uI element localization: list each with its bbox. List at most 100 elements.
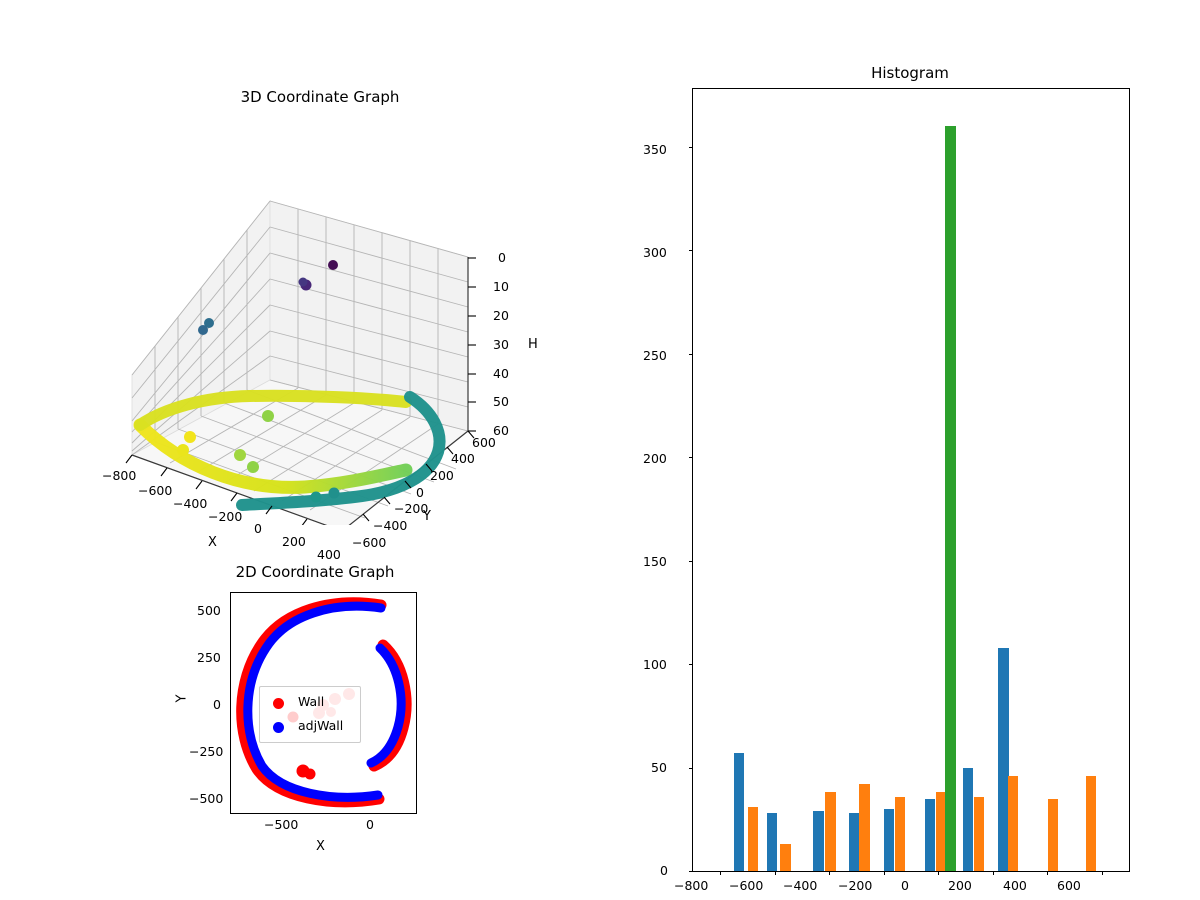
grid-back-right xyxy=(269,200,469,424)
plot-3d-title: 3D Coordinate Graph xyxy=(240,88,400,106)
hist-ytick-label-5: 250 xyxy=(643,348,667,363)
hist-ytick-7 xyxy=(689,146,693,149)
hist-xtick-label-3: −200 xyxy=(838,878,873,893)
histogram-bar xyxy=(884,808,895,871)
ytick-label-0: −600 xyxy=(352,535,387,550)
plot-2d-ytick-label-0: 500 xyxy=(197,603,221,618)
histogram-bar xyxy=(747,806,759,871)
ztick-label-0: 0 xyxy=(498,250,506,265)
histogram-bar xyxy=(766,813,778,871)
scatter-adjwall-ring xyxy=(243,601,386,802)
histogram-bar xyxy=(973,796,985,871)
scatter-3d-low-h xyxy=(133,389,413,494)
hist-ytick-5 xyxy=(689,353,693,355)
plot-3d-canvas xyxy=(125,199,476,525)
hist-xtick-label-0: −800 xyxy=(674,878,709,893)
histogram-bar xyxy=(963,767,974,871)
hist-xtick-label-7: 600 xyxy=(1057,878,1081,893)
ytick-label-2: −200 xyxy=(394,501,429,516)
hist-ytick-label-6: 300 xyxy=(643,245,667,260)
histogram-bar xyxy=(1085,775,1097,871)
plot-2d-ytick-4 xyxy=(230,799,231,800)
ztick-label-3: 30 xyxy=(493,337,509,352)
legend-entry-adjwall: adjWall xyxy=(260,716,360,738)
ytick-label-3: 0 xyxy=(416,485,424,500)
plot-2d-ytick-0 xyxy=(230,611,231,612)
plot-2d-xtick-label-1: 0 xyxy=(366,817,374,832)
legend-label-adjwall: adjWall xyxy=(298,718,344,733)
histogram-bar xyxy=(945,126,956,871)
histogram-bar xyxy=(924,798,936,871)
histogram-bar xyxy=(894,796,906,871)
xaxis-title: X xyxy=(208,535,217,550)
xtick-label-1: −600 xyxy=(138,483,173,498)
plot-2d-ytick-label-3: −250 xyxy=(189,744,224,759)
scatter-3d-mid-h xyxy=(236,391,446,511)
hist-xtick-7 xyxy=(1101,871,1103,875)
legend-label-wall: Wall xyxy=(298,694,325,709)
hist-xtick-3 xyxy=(883,871,885,875)
histogram-bar xyxy=(813,811,824,871)
ytick-label-4: 200 xyxy=(430,468,454,483)
histogram-bar xyxy=(825,792,836,871)
hist-ytick-6 xyxy=(689,250,693,252)
hist-ytick-label-7: 350 xyxy=(643,142,667,157)
xtick-label-6: 400 xyxy=(317,547,341,562)
plot-2d-yaxis-title: Y xyxy=(174,694,190,703)
scatter-3d-outliers xyxy=(198,260,338,335)
hist-ytick-3 xyxy=(689,560,693,562)
plot-histogram: Histogram 0 50 100 150 200 250 300 350 −… xyxy=(643,60,1170,893)
hist-ytick-label-4: 200 xyxy=(643,451,667,466)
hist-xtick-1 xyxy=(774,871,776,875)
ztick-label-5: 50 xyxy=(493,394,509,409)
histogram-bar xyxy=(1047,798,1058,871)
hist-ytick-1 xyxy=(689,767,693,769)
hist-xtick-label-2: −400 xyxy=(783,878,818,893)
hist-xtick-label-6: 400 xyxy=(1003,878,1027,893)
histogram-bar xyxy=(1008,775,1019,871)
plot-2d-legend[interactable]: Wall adjWall xyxy=(259,686,361,743)
histogram-bar xyxy=(780,844,791,871)
ytick-label-1: −400 xyxy=(373,518,408,533)
plot-2d-ytick-label-1: 250 xyxy=(197,650,221,665)
legend-marker-wall xyxy=(273,698,284,709)
yaxis-ticks-3d xyxy=(362,430,475,522)
ztick-label-2: 20 xyxy=(493,308,509,323)
xtick-label-3: −200 xyxy=(208,509,243,524)
hist-ytick-label-0: 0 xyxy=(660,863,668,878)
histogram-bar xyxy=(935,792,947,871)
ytick-label-6: 600 xyxy=(472,435,496,450)
hist-xtick-5 xyxy=(992,871,994,875)
plot-3d-axes: 0 10 20 30 40 50 60 H −800 −600 −400 −20… xyxy=(102,125,590,562)
hist-ytick-0 xyxy=(689,871,693,873)
xaxis-ticks-3d xyxy=(125,454,308,525)
plot-2d-coordinate-graph: 2D Coordinate Graph xyxy=(174,555,460,865)
zaxis-title: H xyxy=(528,337,538,352)
plot-2d-xtick-1 xyxy=(371,813,372,814)
histogram-bar xyxy=(848,813,859,871)
histogram-title: Histogram xyxy=(871,64,949,82)
histogram-bar xyxy=(859,784,870,871)
plot-2d-xtick-0 xyxy=(285,813,286,814)
hist-ytick-label-2: 100 xyxy=(643,657,667,672)
plot-2d-title: 2D Coordinate Graph xyxy=(235,563,395,581)
hist-xtick-4 xyxy=(938,871,940,875)
hist-xtick-0 xyxy=(720,871,722,875)
plot-2d-ytick-label-4: −500 xyxy=(189,791,224,806)
legend-entry-wall: Wall xyxy=(260,692,360,714)
histogram-bar xyxy=(998,647,1009,871)
plot-3d-coordinate-graph: 3D Coordinate Graph xyxy=(102,70,590,562)
plot-2d-canvas xyxy=(236,597,412,808)
plot-2d-ytick-1 xyxy=(230,658,231,659)
legend-marker-adjwall xyxy=(273,722,284,733)
xtick-label-5: 200 xyxy=(282,534,306,549)
plot-2d-axes: Wall adjWall xyxy=(230,592,417,814)
hist-xtick-label-1: −600 xyxy=(729,878,764,893)
yaxis-title: Y xyxy=(423,509,431,524)
histogram-bar xyxy=(734,753,745,871)
xtick-label-0: −800 xyxy=(102,468,137,483)
hist-ytick-label-1: 50 xyxy=(651,760,667,775)
zaxis-ticks xyxy=(468,257,476,432)
hist-xtick-label-5: 200 xyxy=(948,878,972,893)
